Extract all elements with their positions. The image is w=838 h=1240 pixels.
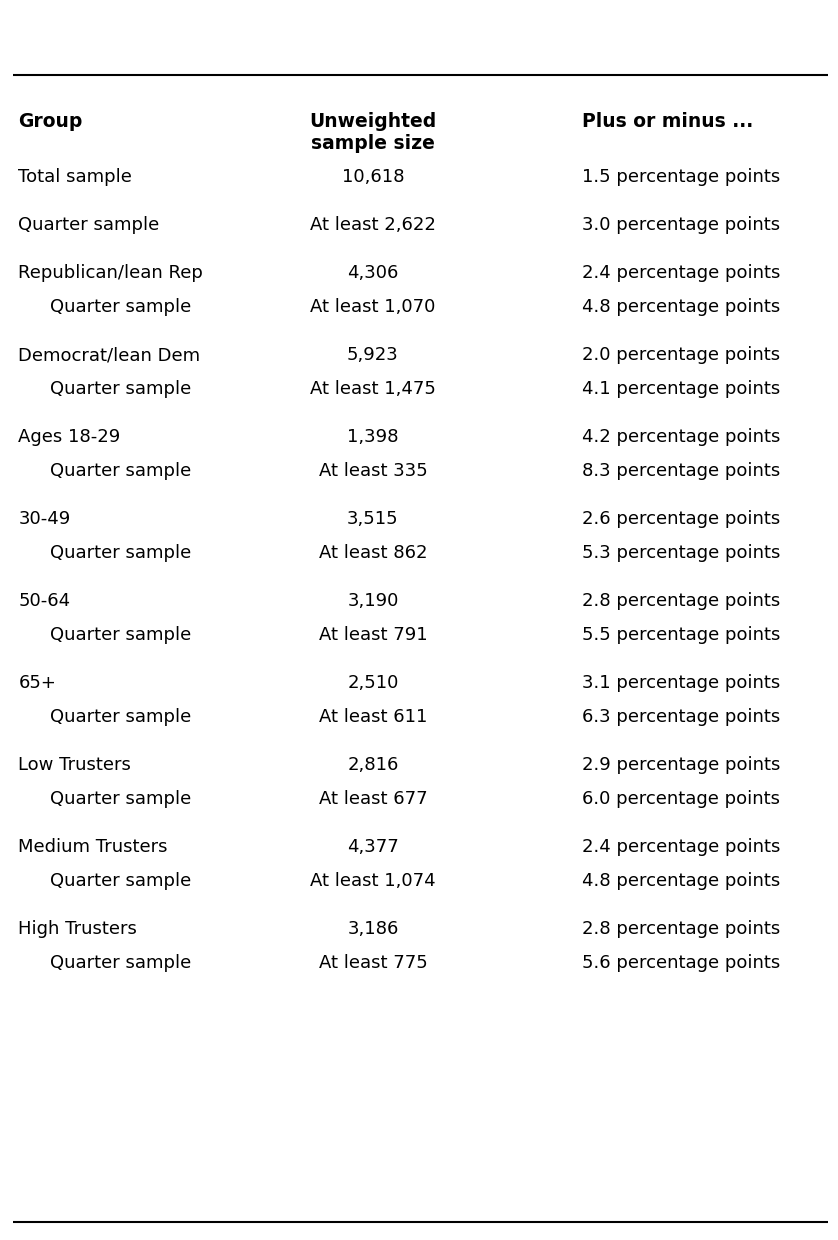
Text: At least 1,074: At least 1,074 xyxy=(310,872,436,890)
Text: 1,398: 1,398 xyxy=(347,428,399,446)
Text: 3.0 percentage points: 3.0 percentage points xyxy=(582,216,780,234)
Text: Quarter sample: Quarter sample xyxy=(50,790,192,808)
Text: Republican/lean Rep: Republican/lean Rep xyxy=(18,264,204,281)
Text: 2.9 percentage points: 2.9 percentage points xyxy=(582,756,781,774)
Text: Plus or minus ...: Plus or minus ... xyxy=(582,112,753,131)
Text: At least 2,622: At least 2,622 xyxy=(310,216,436,234)
Text: At least 677: At least 677 xyxy=(318,790,427,808)
Text: 8.3 percentage points: 8.3 percentage points xyxy=(582,463,781,480)
Text: At least 335: At least 335 xyxy=(318,463,427,480)
Text: 5.5 percentage points: 5.5 percentage points xyxy=(582,626,781,644)
Text: 2.0 percentage points: 2.0 percentage points xyxy=(582,346,780,365)
Text: Quarter sample: Quarter sample xyxy=(50,954,192,972)
Text: Quarter sample: Quarter sample xyxy=(50,544,192,562)
Text: Quarter sample: Quarter sample xyxy=(50,626,192,644)
Text: 2.8 percentage points: 2.8 percentage points xyxy=(582,591,781,610)
Text: 3,515: 3,515 xyxy=(347,510,399,528)
Text: 4.1 percentage points: 4.1 percentage points xyxy=(582,379,781,398)
Text: At least 611: At least 611 xyxy=(318,708,427,725)
Text: 1.5 percentage points: 1.5 percentage points xyxy=(582,167,781,186)
Text: 2.8 percentage points: 2.8 percentage points xyxy=(582,920,781,937)
Text: 3,186: 3,186 xyxy=(347,920,399,937)
Text: 4.2 percentage points: 4.2 percentage points xyxy=(582,428,781,446)
Text: 3,190: 3,190 xyxy=(347,591,399,610)
Text: At least 862: At least 862 xyxy=(318,544,427,562)
Text: 2,510: 2,510 xyxy=(347,675,399,692)
Text: 2.4 percentage points: 2.4 percentage points xyxy=(582,264,781,281)
Text: 2.6 percentage points: 2.6 percentage points xyxy=(582,510,781,528)
Text: 4.8 percentage points: 4.8 percentage points xyxy=(582,872,781,890)
Text: Democrat/lean Dem: Democrat/lean Dem xyxy=(18,346,200,365)
Text: 2.4 percentage points: 2.4 percentage points xyxy=(582,838,781,856)
Text: 5,923: 5,923 xyxy=(347,346,399,365)
Text: Quarter sample: Quarter sample xyxy=(50,872,192,890)
Text: High Trusters: High Trusters xyxy=(18,920,137,937)
Text: Quarter sample: Quarter sample xyxy=(50,463,192,480)
Text: Unweighted
sample size: Unweighted sample size xyxy=(309,112,437,153)
Text: Total sample: Total sample xyxy=(18,167,132,186)
Text: Quarter sample: Quarter sample xyxy=(50,379,192,398)
Text: 6.0 percentage points: 6.0 percentage points xyxy=(582,790,780,808)
Text: 4.8 percentage points: 4.8 percentage points xyxy=(582,298,781,316)
Text: 5.6 percentage points: 5.6 percentage points xyxy=(582,954,781,972)
Text: Ages 18-29: Ages 18-29 xyxy=(18,428,121,446)
Text: Quarter sample: Quarter sample xyxy=(50,298,192,316)
Text: Group: Group xyxy=(18,112,83,131)
Text: 30-49: 30-49 xyxy=(18,510,70,528)
Text: 3.1 percentage points: 3.1 percentage points xyxy=(582,675,781,692)
Text: 4,377: 4,377 xyxy=(347,838,399,856)
Text: 6.3 percentage points: 6.3 percentage points xyxy=(582,708,781,725)
Text: Medium Trusters: Medium Trusters xyxy=(18,838,168,856)
Text: 4,306: 4,306 xyxy=(347,264,399,281)
Text: At least 1,070: At least 1,070 xyxy=(310,298,436,316)
Text: At least 775: At least 775 xyxy=(318,954,427,972)
Text: 10,618: 10,618 xyxy=(342,167,404,186)
Text: At least 1,475: At least 1,475 xyxy=(310,379,436,398)
Text: Quarter sample: Quarter sample xyxy=(18,216,160,234)
Text: Quarter sample: Quarter sample xyxy=(50,708,192,725)
Text: Low Trusters: Low Trusters xyxy=(18,756,132,774)
Text: 2,816: 2,816 xyxy=(347,756,399,774)
Text: At least 791: At least 791 xyxy=(318,626,427,644)
Text: 50-64: 50-64 xyxy=(18,591,70,610)
Text: 65+: 65+ xyxy=(18,675,56,692)
Text: 5.3 percentage points: 5.3 percentage points xyxy=(582,544,781,562)
